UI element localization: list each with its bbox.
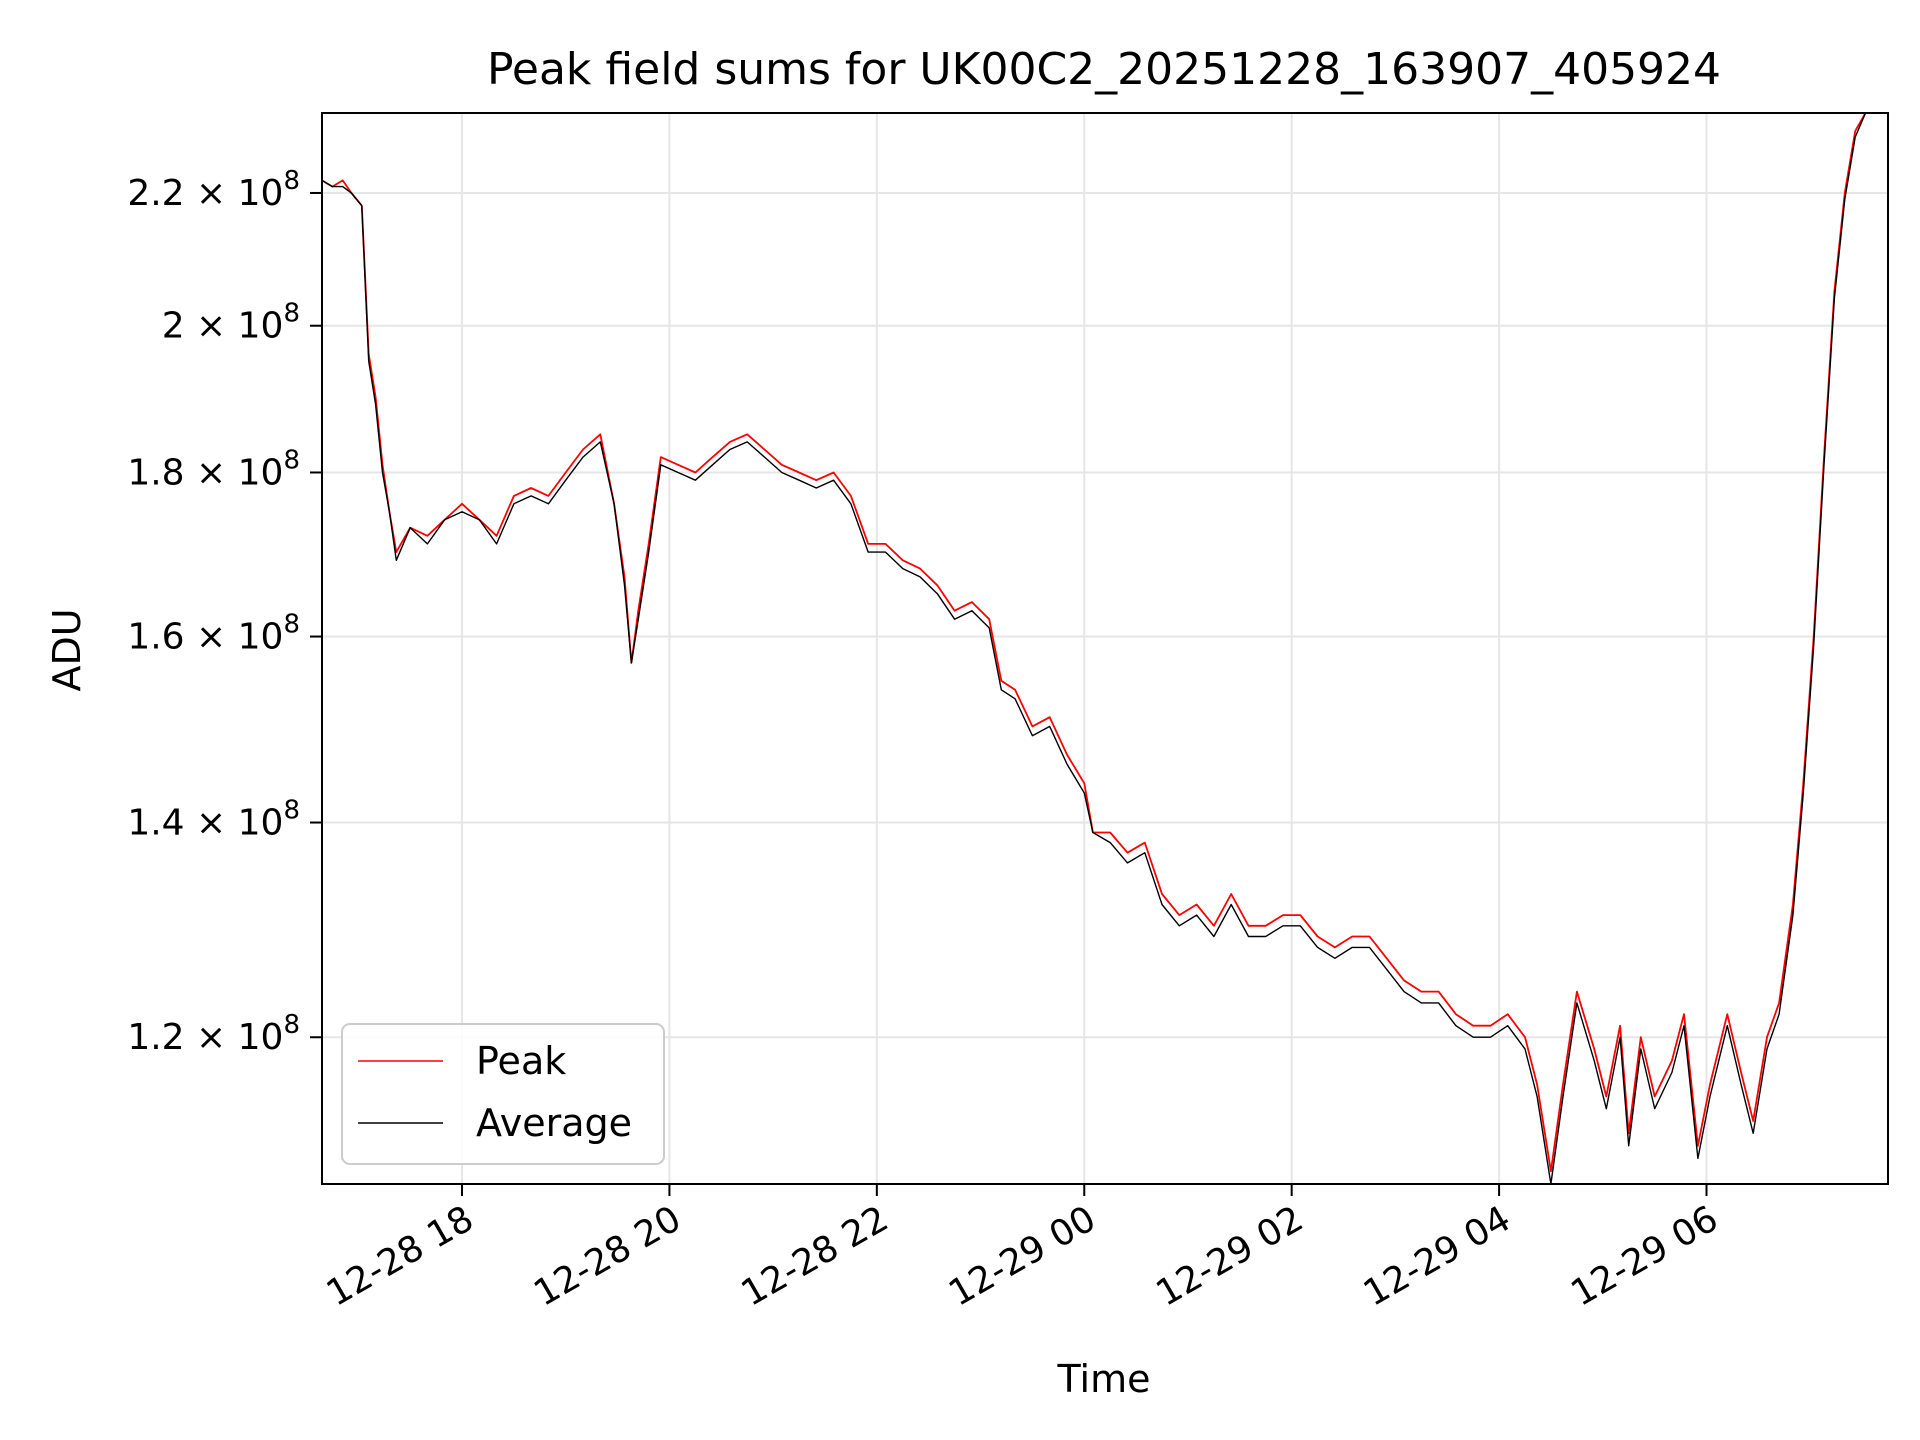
series-layer xyxy=(321,112,1888,1185)
legend-label-peak: Peak xyxy=(476,1039,566,1083)
y-tick-label: 1.6 × 108 xyxy=(127,610,300,658)
plot-frame xyxy=(321,112,1889,1185)
legend-label-average: Average xyxy=(476,1101,632,1145)
y-axis-label: ADU xyxy=(45,608,89,691)
y-tick-label: 1.2 × 108 xyxy=(127,1010,300,1058)
legend: Peak Average xyxy=(341,1023,665,1165)
chart-title: Peak field sums for UK00C2_20251228_1639… xyxy=(487,44,1721,95)
y-tick-label: 1.8 × 108 xyxy=(127,445,300,493)
series-line-average xyxy=(321,112,1888,1185)
y-tick-label: 2.2 × 108 xyxy=(127,166,300,214)
x-axis-label: Time xyxy=(1057,1357,1151,1401)
grid xyxy=(322,113,1888,1184)
y-tick-label: 1.4 × 108 xyxy=(127,796,300,844)
legend-box xyxy=(341,1023,665,1165)
y-axis: 1.2 × 108 1.4 × 108 1.6 × 108 1.8 × 108 2 × … xyxy=(127,166,322,1058)
y-tick-label: 2 × 108 xyxy=(162,299,300,347)
